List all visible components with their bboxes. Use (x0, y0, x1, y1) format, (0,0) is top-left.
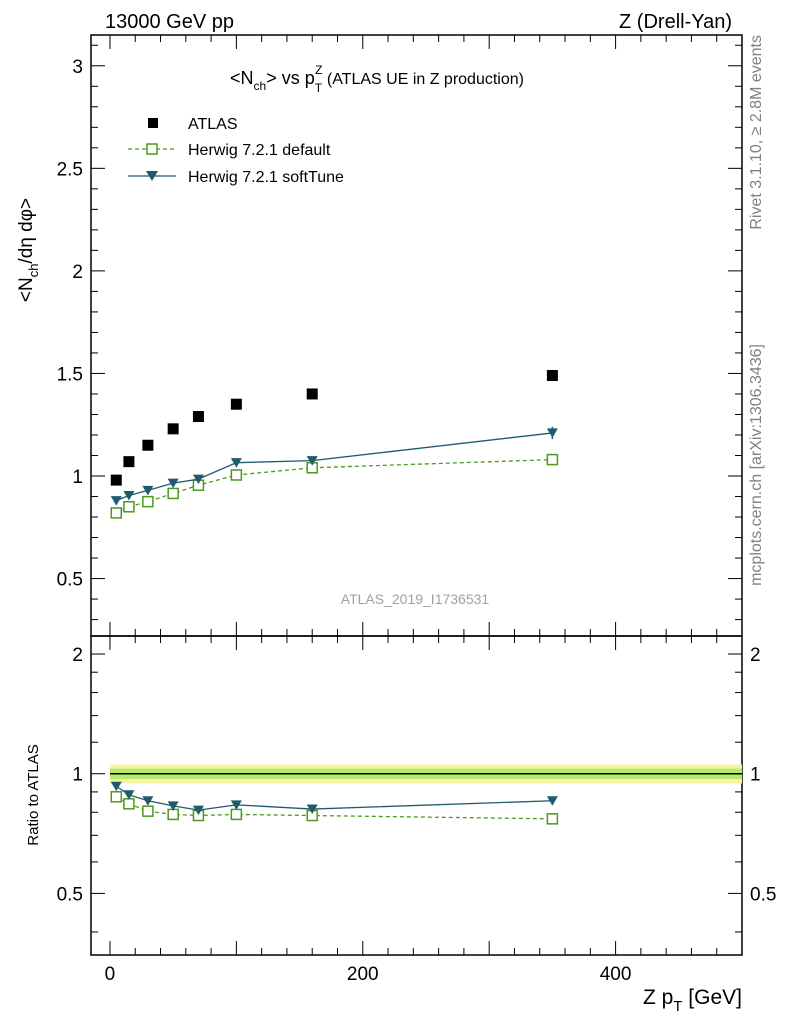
atlas-point (110, 474, 122, 486)
ratio-softtune-point (110, 781, 122, 792)
atlas-point (306, 388, 318, 400)
ratio-uncertainty-band (109, 764, 742, 784)
main-series (110, 369, 559, 519)
softtune-point (192, 474, 204, 485)
ratio-default-point (123, 798, 135, 810)
softtune-point (123, 490, 135, 501)
ratio-softtune-point (230, 800, 242, 810)
default-point (142, 495, 154, 508)
main-axis-ticks: 0.5 1 1.5 2 2.5 3 (57, 35, 743, 636)
ratio-ytick-label: 1 (72, 765, 83, 786)
main-ytick-label: 0.5 (57, 570, 83, 591)
main-ytick-label: 1 (72, 467, 83, 488)
legend: ATLAS Herwig 7.2.1 default Herwig 7.2.1 … (128, 116, 344, 186)
mcplots-label: mcplots.cern.ch [arXiv:1306.3436] (748, 344, 765, 586)
atlas-point (167, 423, 179, 435)
legend-softtune-label: Herwig 7.2.1 softTune (188, 169, 344, 186)
ratio-default-point (167, 808, 179, 821)
ratio-ytick-label-right: 2 (750, 645, 761, 666)
default-point (230, 469, 243, 481)
ratio-ylabel: Ratio to ATLAS (25, 744, 42, 845)
analysis-watermark: ATLAS_2019_I1736531 (341, 591, 490, 607)
main-ytick-label: 2 (72, 262, 83, 283)
legend-atlas-marker (148, 118, 158, 128)
legend-softtune-marker (146, 171, 158, 181)
ratio-softtune-point (123, 790, 135, 800)
main-ytick-label: 3 (72, 57, 83, 78)
default-point (110, 507, 123, 519)
ratio-ytick-label: 0.5 (57, 884, 83, 905)
ratio-ytick-label-right: 1 (750, 765, 761, 786)
legend-default-label: Herwig 7.2.1 default (188, 142, 331, 159)
atlas-point (142, 439, 154, 451)
ratio-axis-ticks: 0.5 0.5 1 1 2 2 0 200 400 (57, 636, 776, 985)
ratio-softtune-point (192, 805, 204, 816)
x-tick-label: 400 (600, 964, 632, 985)
legend-default-marker (146, 143, 158, 155)
ratio-ytick-label: 2 (72, 645, 83, 666)
softtune-point (306, 456, 318, 466)
ratio-softtune-point (167, 801, 179, 811)
ratio-softtune-line (115, 785, 553, 811)
softtune-point (230, 458, 242, 468)
header-right: Z (Drell-Yan) (619, 11, 732, 33)
rivet-label: Rivet 3.1.10, ≥ 2.8M events (748, 35, 765, 230)
ratio-softtune-point (142, 796, 154, 806)
x-tick-label: 200 (347, 964, 379, 985)
legend-atlas-label: ATLAS (188, 116, 238, 133)
x-tick-label: 0 (105, 964, 116, 985)
main-title: <Nch> vs pTZ (ATLAS UE in Z production) (230, 63, 524, 95)
ratio-default-point (142, 805, 154, 817)
atlas-point (546, 369, 558, 381)
ratio-series (110, 781, 559, 825)
main-ylabel: <Nch/dη dφ> (16, 198, 41, 302)
softtune-point (167, 478, 179, 489)
default-line (115, 458, 553, 514)
softtune-point (110, 496, 122, 506)
default-point (546, 453, 559, 466)
default-point (123, 501, 135, 513)
ratio-softtune-point (306, 804, 318, 815)
atlas-point (192, 411, 204, 423)
main-ytick-label: 2.5 (57, 159, 83, 180)
softtune-point (142, 485, 154, 496)
default-point (167, 487, 179, 500)
ratio-plot-frame (90, 635, 743, 956)
ratio-default-point (110, 791, 123, 803)
atlas-point (230, 398, 242, 410)
atlas-point (123, 456, 135, 468)
ratio-default-point (546, 813, 559, 825)
main-ytick-label: 1.5 (57, 364, 83, 385)
x-axis-label: Z pT [GeV] (643, 986, 742, 1015)
header-left: 13000 GeV pp (105, 11, 234, 33)
ratio-softtune-point (546, 796, 558, 806)
ratio-ytick-label-right: 0.5 (750, 884, 776, 905)
ratio-default-point (230, 808, 243, 821)
